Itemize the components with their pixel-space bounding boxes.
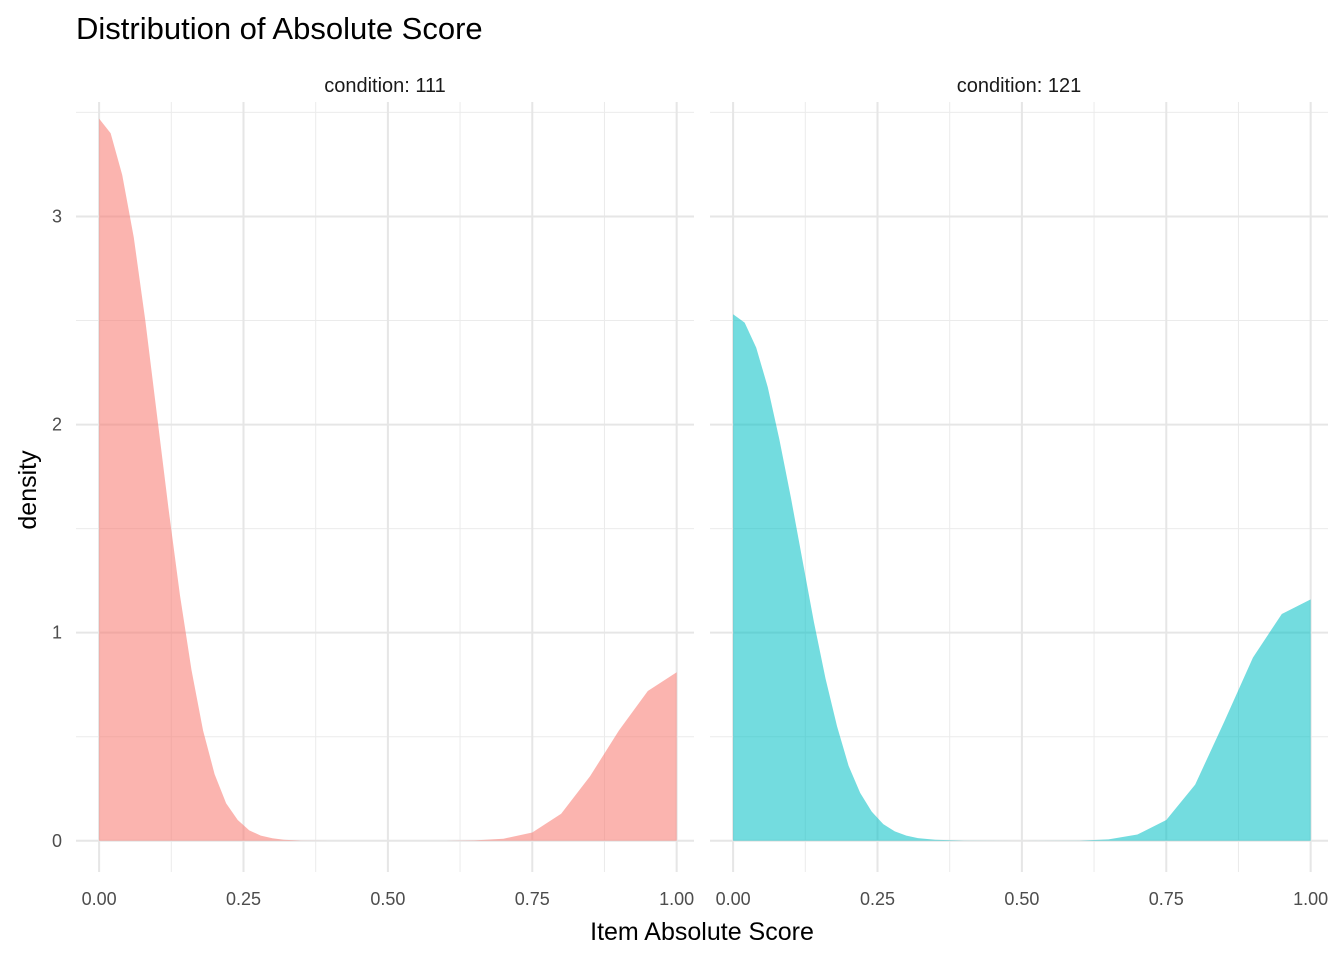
x-tick-label: 0.00	[82, 889, 117, 909]
x-tick-label: 0.75	[515, 889, 550, 909]
x-axis-title: Item Absolute Score	[590, 918, 814, 946]
x-tick-label: 0.25	[226, 889, 261, 909]
facet-panel: condition: 111 0.00 0.25 0.50 0.75 1.00	[76, 75, 694, 909]
y-axis: 0 1 2 3	[52, 206, 62, 850]
density-area	[733, 314, 1311, 841]
x-tick-label: 0.50	[1004, 889, 1039, 909]
x-tick-label: 1.00	[659, 889, 694, 909]
y-tick-label: 1	[52, 623, 62, 643]
density-area	[99, 118, 677, 841]
x-tick-label: 0.75	[1149, 889, 1184, 909]
y-tick-label: 3	[52, 206, 62, 226]
facet-strip-label: condition: 121	[957, 75, 1082, 97]
x-tick-label: 0.00	[716, 889, 751, 909]
y-tick-label: 0	[52, 831, 62, 851]
x-tick-label: 0.50	[370, 889, 405, 909]
chart-title: Distribution of Absolute Score	[76, 11, 483, 46]
x-tick-label: 0.25	[860, 889, 895, 909]
y-axis-title: density	[14, 450, 42, 530]
y-tick-label: 2	[52, 415, 62, 435]
facet-strip-label: condition: 111	[324, 75, 446, 97]
x-tick-label: 1.00	[1293, 889, 1328, 909]
facet-panel: condition: 121 0.00 0.25 0.50 0.75 1.00	[710, 75, 1328, 909]
